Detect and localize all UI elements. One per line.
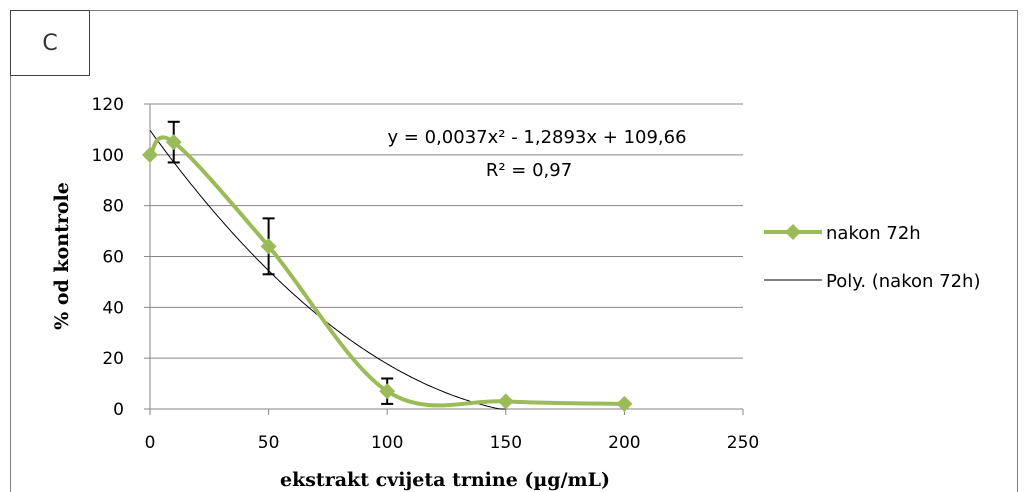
x-tick-label-0: 0 (145, 433, 156, 453)
data-point-1 (165, 134, 182, 151)
data-point-3 (379, 383, 396, 400)
x-tick-label-5: 250 (727, 433, 759, 453)
y-tick-labels: 0 20 40 60 80 100 120 (92, 95, 124, 420)
legend-series-marker (785, 224, 801, 240)
y-tick-label-0: 0 (113, 400, 124, 420)
data-point-2 (260, 238, 277, 255)
x-tick-labels: 0 50 100 150 200 250 (145, 433, 760, 453)
legend-trendline-label: Poly. (nakon 72h) (826, 271, 980, 292)
data-point-5 (616, 395, 633, 412)
x-tick-label-2: 100 (371, 433, 403, 453)
data-markers (142, 134, 633, 412)
trendline-r2: R² = 0,97 (486, 160, 572, 181)
x-tick-label-3: 150 (490, 433, 522, 453)
panel-label: C (10, 10, 90, 76)
axes (144, 103, 744, 415)
legend-series-label: nakon 72h (826, 223, 921, 244)
y-tick-label-6: 120 (92, 95, 124, 115)
data-point-4 (497, 393, 514, 410)
y-tick-label-1: 20 (102, 349, 124, 369)
data-point-0 (142, 146, 158, 163)
y-tick-label-5: 100 (92, 146, 124, 166)
y-tick-label-3: 60 (102, 248, 124, 268)
trendline-equation: y = 0,0037x² - 1,2893x + 109,66 (387, 127, 686, 148)
chart-frame (10, 10, 1018, 492)
y-axis-title: % od kontrole (51, 182, 73, 330)
legend: nakon 72h Poly. (nakon 72h) (764, 223, 980, 292)
y-tick-label-4: 80 (102, 197, 124, 217)
grid-lines (150, 103, 743, 359)
y-tick-label-2: 40 (102, 298, 124, 318)
x-tick-label-1: 50 (258, 433, 280, 453)
x-tick-label-4: 200 (608, 433, 640, 453)
x-axis-title: ekstrakt cvijeta trnine (µg/mL) (280, 469, 610, 491)
